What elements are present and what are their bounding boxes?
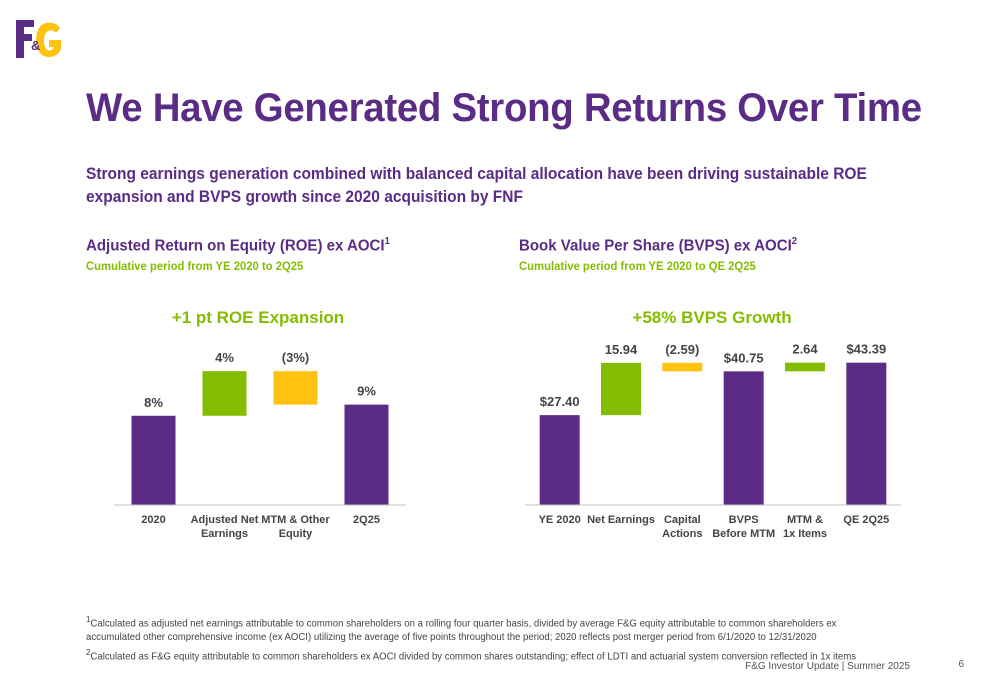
tick-label-2-line2: Actions <box>662 528 702 540</box>
footnote-1: 1Calculated as adjusted net earnings att… <box>86 612 883 645</box>
page-subtitle: Strong earnings generation combined with… <box>86 165 867 206</box>
roe-footnote-ref: 1 <box>384 236 390 247</box>
bvps-footnote-ref: 2 <box>791 236 797 247</box>
roe-section-title-text: Adjusted Return on Equity (ROE) ex AOCI <box>86 237 385 255</box>
tick-label-4-line2: 1x Items <box>783 528 827 540</box>
bar-0 <box>131 415 176 505</box>
roe-section-subtitle: Cumulative period from YE 2020 to 2Q25 <box>86 259 304 273</box>
data-label-3: $40.75 <box>724 350 764 365</box>
bvps-section-subtitle: Cumulative period from YE 2020 to QE 2Q2… <box>519 259 756 273</box>
bar-1 <box>601 362 641 416</box>
footnote-2-text: Calculated as F&G equity attributable to… <box>90 651 856 663</box>
tick-label-5: QE 2Q25 <box>843 514 889 526</box>
bvps-section-title-text: Book Value Per Share (BVPS) ex AOCI <box>519 237 792 255</box>
footnote-2: 2Calculated as F&G equity attributable t… <box>86 645 883 664</box>
bar-2 <box>662 362 703 372</box>
footnote-1-marker: 1 <box>86 614 91 624</box>
tick-label-2: MTM & Other <box>261 514 330 526</box>
data-label-0: 8% <box>144 395 163 410</box>
tick-label-1: Net Earnings <box>587 514 655 526</box>
bar-3 <box>723 371 764 505</box>
bvps-section-title: Book Value Per Share (BVPS) ex AOCI2 <box>519 236 797 255</box>
tick-label-2-line2: Equity <box>279 528 313 540</box>
data-label-1: 4% <box>215 350 234 365</box>
bar-3 <box>344 404 389 505</box>
tick-label-1-line2: Earnings <box>201 528 248 540</box>
page-number: 6 <box>958 659 964 670</box>
roe-waterfall-chart: +1 pt ROE Expansion 8% 2020 4% Adjusted Net E… <box>110 296 410 551</box>
tick-label-3: BVPS <box>729 514 759 526</box>
tick-label-2: Capital <box>664 514 701 526</box>
roe-chart-svg: +1 pt ROE Expansion 8% 2020 4% Adjusted Net E… <box>114 308 406 540</box>
data-label-1: 15.94 <box>605 342 638 357</box>
tick-label-0: YE 2020 <box>539 514 581 526</box>
bar-0 <box>539 415 580 505</box>
svg-text:&: & <box>31 38 40 53</box>
bar-1 <box>202 371 247 416</box>
footnote-2-marker: 2 <box>86 647 91 658</box>
tick-label-1: Adjusted Net <box>191 514 259 526</box>
chart-title: +1 pt ROE Expansion <box>172 308 344 327</box>
tick-label-4: MTM & <box>787 514 823 526</box>
data-label-5: $43.39 <box>846 342 886 357</box>
page-title: We Have Generated Strong Returns Over Ti… <box>86 86 922 130</box>
footnotes: 1Calculated as adjusted net earnings att… <box>86 612 883 665</box>
data-label-2: (2.59) <box>665 342 699 357</box>
bar-2 <box>273 371 318 405</box>
tick-label-0: 2020 <box>141 514 165 526</box>
bar-5 <box>846 362 887 505</box>
bar-4 <box>785 362 825 372</box>
roe-section-title: Adjusted Return on Equity (ROE) ex AOCI1 <box>86 236 390 255</box>
tick-label-3-line2: Before MTM <box>712 528 775 540</box>
data-label-2: (3%) <box>282 350 309 365</box>
footer-text: F&G Investor Update | Summer 2025 <box>745 661 910 672</box>
footnote-1-text: Calculated as adjusted net earnings attr… <box>86 618 837 644</box>
data-label-3: 9% <box>357 384 376 399</box>
bvps-chart-svg: +58% BVPS Growth $27.40 YE 2020 15.94 Net Ea… <box>525 308 901 540</box>
data-label-0: $27.40 <box>540 394 580 409</box>
tick-label-3: 2Q25 <box>353 514 380 526</box>
data-label-4: 2.64 <box>792 342 818 357</box>
chart-title: +58% BVPS Growth <box>632 308 791 327</box>
company-logo: & <box>14 16 64 60</box>
bvps-waterfall-chart: +58% BVPS Growth $27.40 YE 2020 15.94 Net Ea… <box>525 296 915 551</box>
